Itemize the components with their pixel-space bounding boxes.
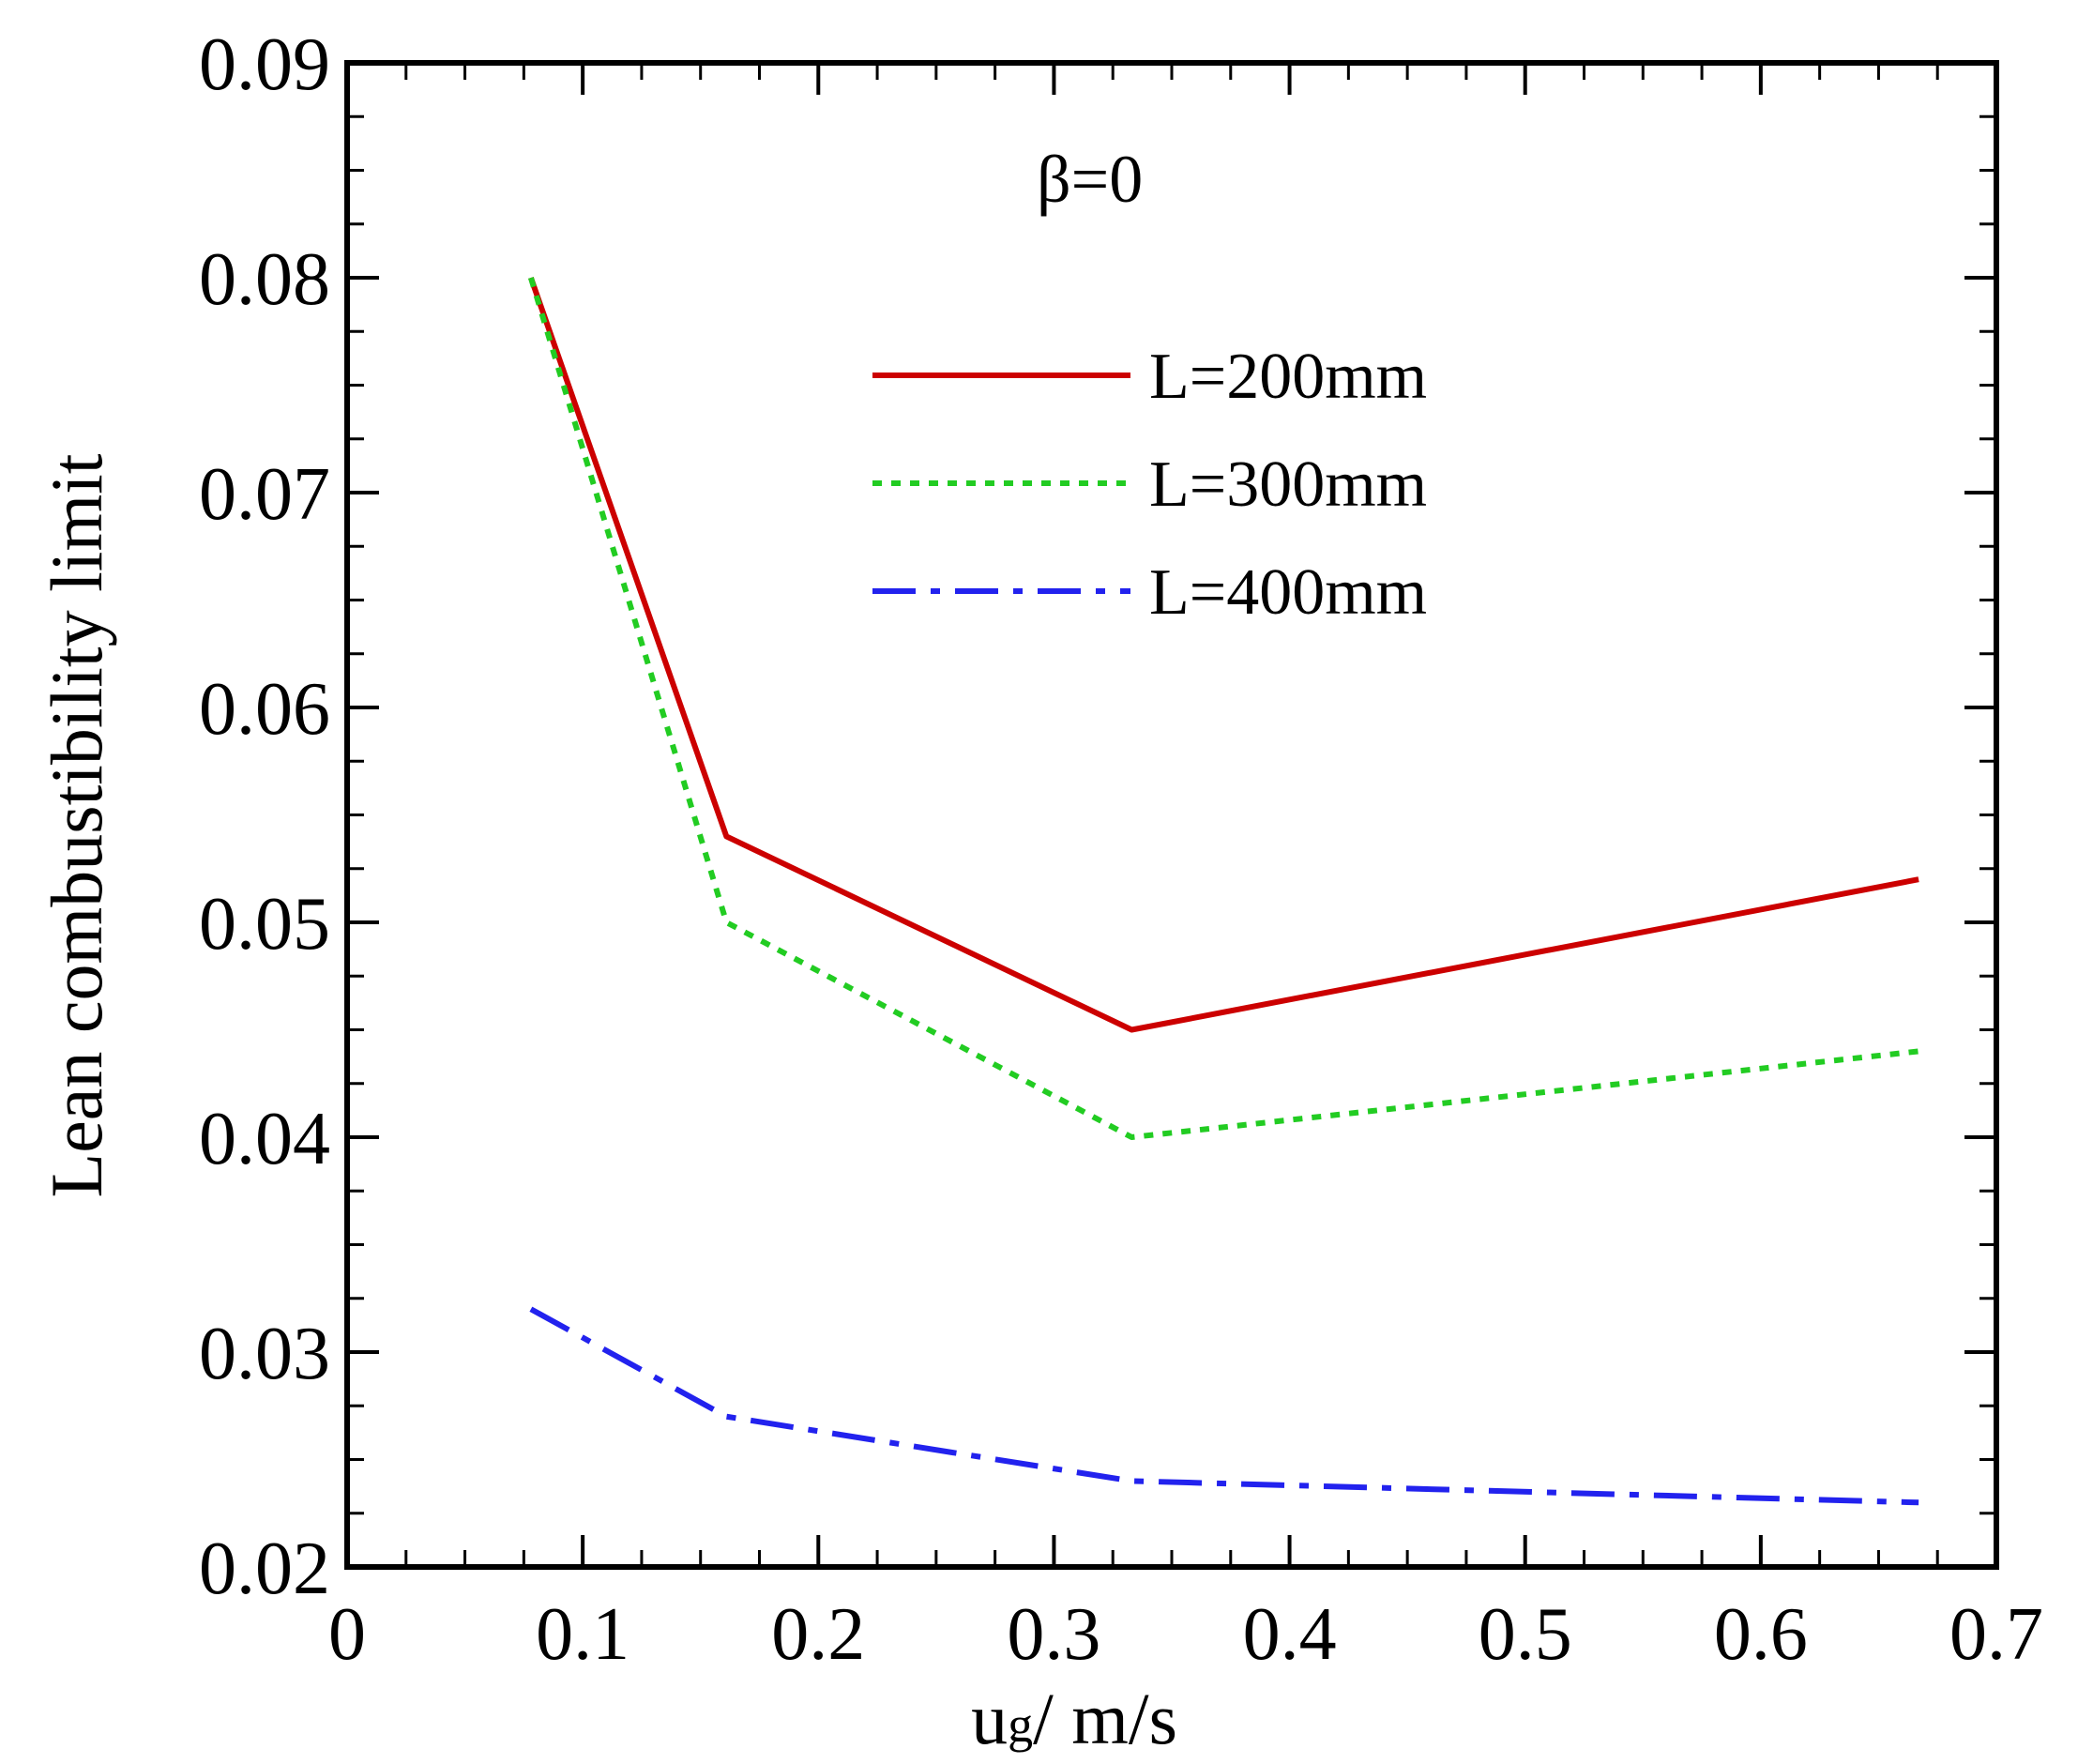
x-tick-label: 0 xyxy=(328,1593,366,1676)
tick-marks xyxy=(345,61,1998,1569)
series-layer xyxy=(528,277,1919,1506)
series-line-l-400mm xyxy=(529,1306,1919,1506)
y-tick-label: 0.03 xyxy=(199,1313,330,1395)
x-tick-label: 0.1 xyxy=(536,1593,629,1676)
x-tick-label: 0.5 xyxy=(1479,1593,1572,1676)
y-tick-label: 0.09 xyxy=(199,23,330,106)
x-axis-title: ug/ m/s xyxy=(971,1678,1177,1759)
x-axis-title-main: u xyxy=(971,1678,1008,1759)
legend-label: L=300mm xyxy=(1149,449,1427,521)
y-tick-label: 0.02 xyxy=(199,1528,330,1610)
x-tick-label: 0.4 xyxy=(1243,1593,1337,1676)
series-line-l-300mm xyxy=(528,277,1919,1140)
x-tick-label: 0.6 xyxy=(1714,1593,1808,1676)
legend-label: L=200mm xyxy=(1149,341,1427,413)
x-tick-label: 0.2 xyxy=(771,1593,865,1676)
y-axis-title: Lean combustibility limit xyxy=(36,453,117,1197)
y-tick-label: 0.07 xyxy=(199,453,330,536)
y-tick-label: 0.05 xyxy=(199,883,330,966)
legend-label: L=400mm xyxy=(1149,556,1427,629)
series-line-l-200mm xyxy=(528,277,1919,1033)
x-axis-title-subscript: g xyxy=(1008,1696,1033,1753)
plot-frame xyxy=(344,60,1999,1570)
x-tick-label: 0.3 xyxy=(1007,1593,1100,1676)
tick-labels: 0 0.1 0.2 0.3 0.4 0.5 0.6 0.7 0.02 0.03 0.04 0.05 0.… xyxy=(199,23,2043,1676)
y-tick-label: 0.06 xyxy=(199,668,330,751)
beta-annotation: β=0 xyxy=(1037,142,1143,217)
x-axis-title-unit: / m/s xyxy=(1033,1678,1177,1759)
y-tick-label: 0.04 xyxy=(199,1098,330,1180)
legend: L=200mm L=300mm L=400mm xyxy=(872,341,1427,629)
y-tick-label: 0.08 xyxy=(199,238,330,321)
x-tick-label: 0.7 xyxy=(1949,1593,2043,1676)
